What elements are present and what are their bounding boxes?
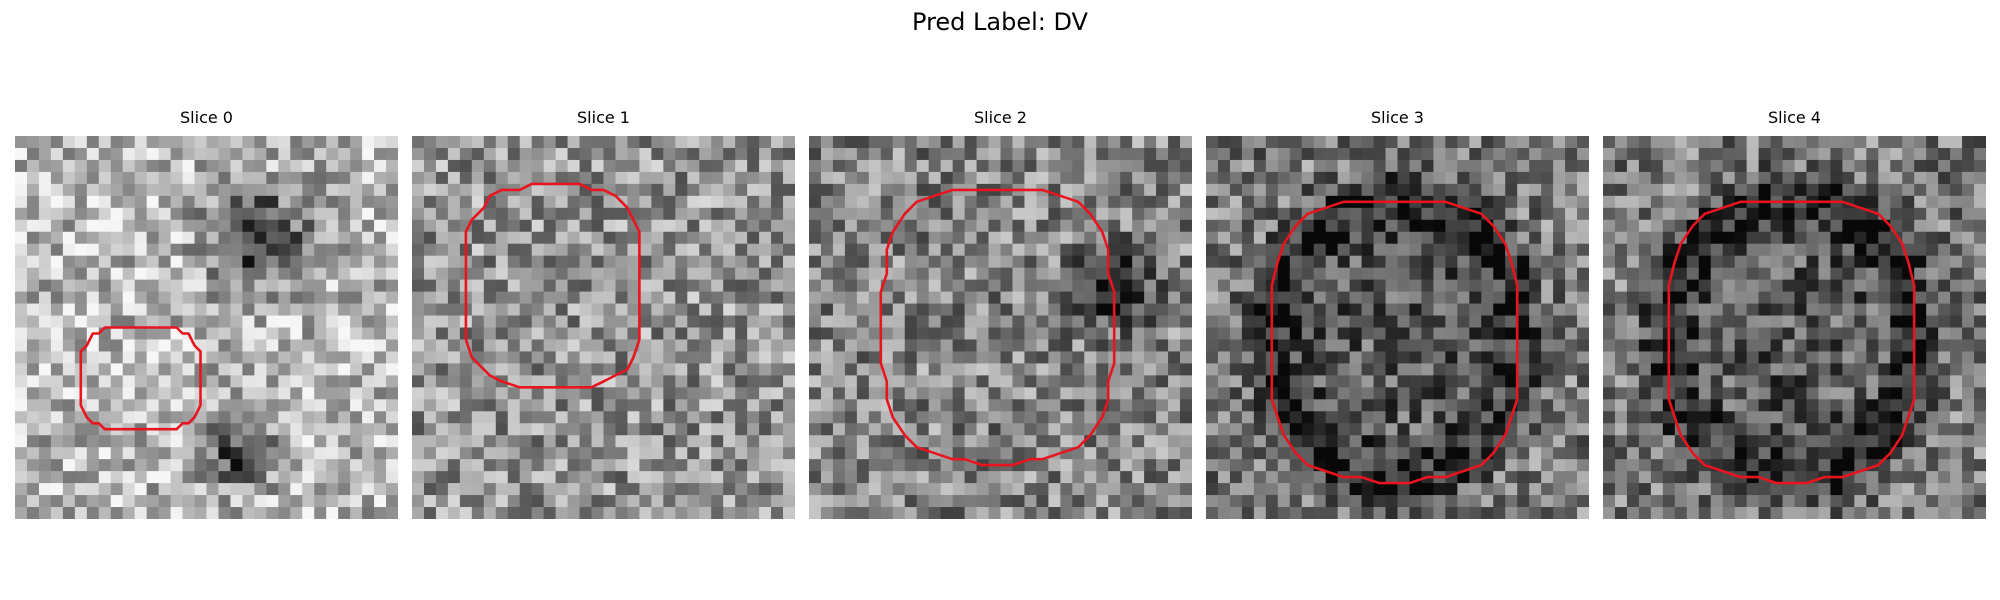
- slice-panel-4: Slice 4: [1603, 108, 1986, 519]
- slice-panel-0: Slice 0: [15, 108, 398, 519]
- slice-image: [809, 136, 1192, 519]
- slice-image: [15, 136, 398, 519]
- slice-image: [1206, 136, 1589, 519]
- slice-panel-2: Slice 2: [809, 108, 1192, 519]
- slice-title: Slice 0: [180, 108, 233, 127]
- slice-panel-1: Slice 1: [412, 108, 795, 519]
- slice-image: [412, 136, 795, 519]
- pixel-grid: [412, 136, 795, 519]
- slice-title: Slice 4: [1768, 108, 1821, 127]
- pixel-grid: [809, 136, 1192, 519]
- slice-image-svg: [15, 136, 398, 519]
- segmentation-contour: [879, 188, 1116, 467]
- segmentation-contour: [464, 182, 641, 389]
- pixel-grid: [15, 136, 398, 519]
- slice-image-svg: [809, 136, 1192, 519]
- slice-image-svg: [1206, 136, 1589, 519]
- slice-panel-3: Slice 3: [1206, 108, 1589, 519]
- slice-title: Slice 3: [1371, 108, 1424, 127]
- segmentation-contour: [79, 326, 202, 431]
- slice-image-svg: [1603, 136, 1986, 519]
- slice-title: Slice 1: [577, 108, 630, 127]
- figure-title: Pred Label: DV: [912, 8, 1088, 36]
- pixel-grid: [1603, 136, 1986, 519]
- slice-title: Slice 2: [974, 108, 1027, 127]
- segmentation-contour: [1270, 200, 1519, 485]
- slice-image: [1603, 136, 1986, 519]
- pixel-grid: [1206, 136, 1589, 519]
- slice-image-svg: [412, 136, 795, 519]
- segmentation-contour: [1667, 200, 1916, 485]
